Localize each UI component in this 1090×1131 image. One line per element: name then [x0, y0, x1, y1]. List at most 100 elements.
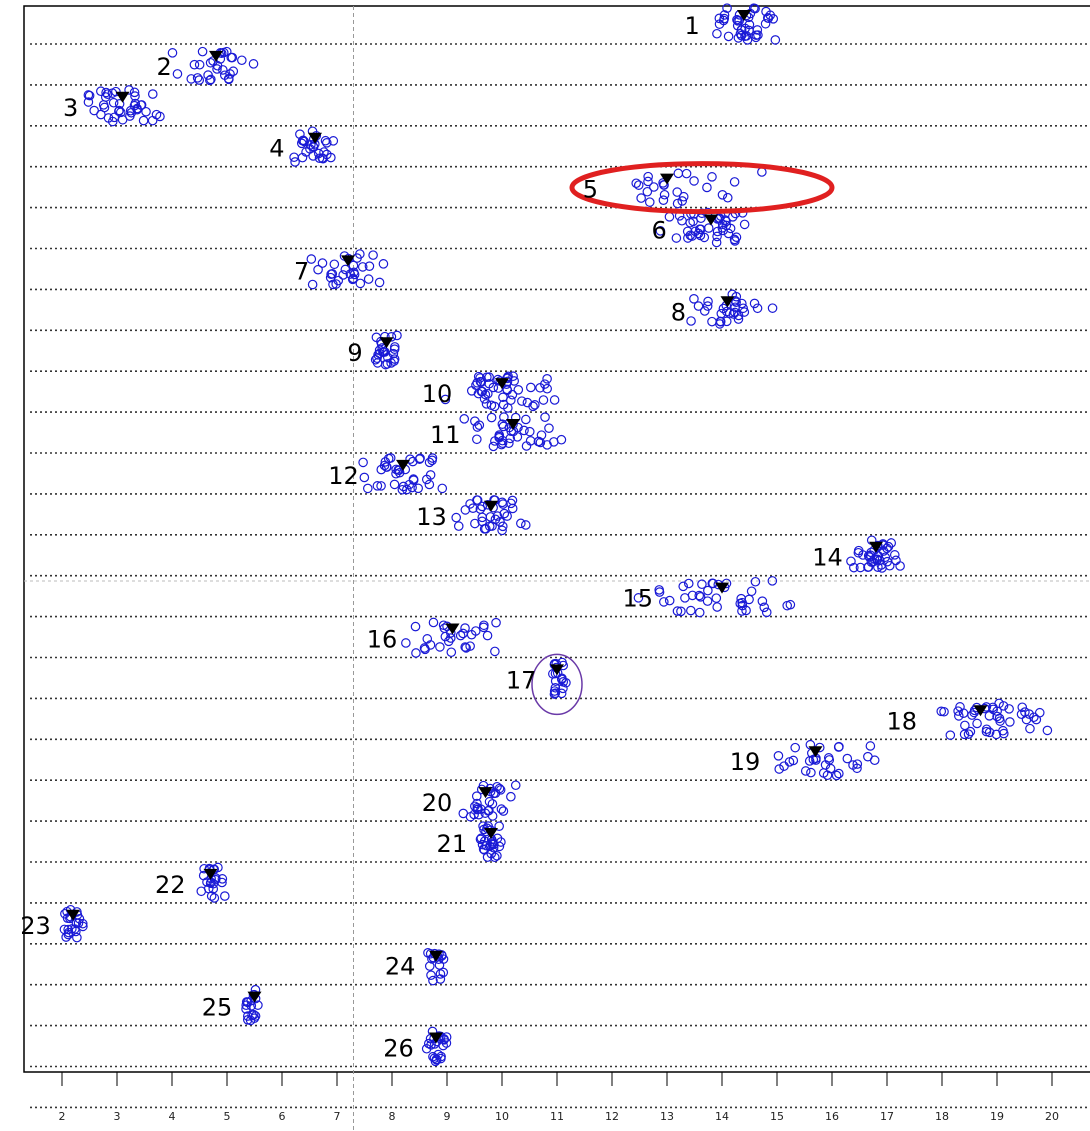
- data-point: [479, 620, 489, 631]
- row-label-19: 19: [730, 748, 761, 776]
- data-point: [683, 578, 694, 589]
- data-point: [729, 177, 740, 187]
- data-point: [459, 414, 470, 424]
- data-point: [958, 708, 969, 719]
- data-point: [981, 724, 992, 735]
- data-point: [328, 279, 338, 290]
- x-tick-label: 12: [605, 1110, 619, 1123]
- data-point: [736, 25, 747, 35]
- data-point: [389, 479, 400, 490]
- data-point: [440, 631, 451, 642]
- data-point: [498, 392, 508, 403]
- data-point: [67, 924, 77, 934]
- data-point: [492, 511, 503, 521]
- data-point: [340, 264, 351, 275]
- data-point: [362, 483, 373, 494]
- data-point: [376, 464, 387, 475]
- x-tick-label: 14: [715, 1110, 729, 1123]
- data-point: [761, 6, 771, 17]
- data-point: [677, 196, 688, 206]
- data-point: [427, 453, 438, 463]
- data-point: [477, 501, 488, 512]
- data-point: [482, 630, 493, 641]
- data-point: [478, 844, 489, 854]
- data-point: [213, 862, 223, 873]
- data-point: [676, 606, 686, 617]
- data-point: [141, 106, 151, 117]
- row-label-7: 7: [294, 257, 309, 285]
- median-marker: [495, 378, 509, 390]
- data-point: [196, 886, 207, 897]
- data-point: [497, 435, 508, 446]
- data-point: [486, 412, 497, 423]
- data-point: [138, 115, 149, 126]
- data-point: [694, 607, 705, 618]
- data-point: [71, 918, 82, 928]
- data-point: [472, 377, 482, 388]
- data-point: [737, 606, 747, 616]
- row-label-5: 5: [583, 176, 598, 204]
- data-point: [774, 764, 785, 774]
- x-tick-label: 3: [114, 1110, 121, 1123]
- data-point: [703, 223, 714, 233]
- x-tick-label: 2: [59, 1110, 66, 1123]
- data-point: [953, 711, 964, 721]
- row-label-14: 14: [812, 544, 843, 572]
- row-label-20: 20: [422, 789, 453, 817]
- data-point: [507, 503, 518, 514]
- data-point: [540, 412, 550, 422]
- median-marker: [379, 337, 394, 349]
- data-point: [998, 725, 1008, 736]
- data-point: [327, 269, 338, 279]
- data-point: [707, 172, 717, 182]
- data-point: [194, 59, 205, 70]
- median-marker: [720, 296, 735, 308]
- data-point: [953, 706, 963, 716]
- data-point: [542, 383, 552, 394]
- data-point: [425, 470, 436, 480]
- x-tick-label: 18: [935, 1110, 949, 1123]
- data-point: [237, 55, 247, 66]
- data-point: [681, 168, 692, 179]
- data-point: [542, 374, 552, 384]
- data-point: [883, 541, 894, 552]
- data-point: [631, 178, 642, 189]
- data-point: [788, 755, 799, 766]
- row-label-25: 25: [202, 994, 233, 1022]
- data-point: [761, 607, 772, 618]
- data-point: [852, 759, 863, 769]
- data-point: [644, 197, 655, 207]
- data-point: [108, 97, 119, 108]
- data-point: [672, 187, 683, 197]
- data-point: [735, 28, 746, 39]
- data-point: [477, 386, 488, 397]
- x-tick-label: 19: [990, 1110, 1004, 1123]
- data-point: [405, 454, 415, 464]
- data-point: [460, 623, 470, 633]
- data-point: [866, 547, 876, 558]
- data-point: [480, 389, 491, 400]
- data-point: [721, 306, 732, 317]
- x-tick-label: 8: [389, 1110, 396, 1123]
- data-point: [865, 741, 876, 751]
- data-point: [533, 436, 544, 447]
- data-point: [849, 562, 859, 573]
- data-point: [466, 629, 477, 640]
- data-point: [385, 453, 396, 463]
- data-point: [689, 294, 699, 304]
- data-point: [633, 593, 644, 603]
- data-point: [470, 801, 480, 812]
- data-point: [945, 730, 956, 740]
- data-point: [428, 975, 438, 986]
- data-point: [694, 590, 705, 601]
- data-point: [460, 642, 470, 652]
- data-point: [374, 277, 385, 288]
- data-point: [508, 371, 518, 382]
- data-point: [495, 785, 506, 795]
- data-point: [1020, 707, 1030, 717]
- data-point: [136, 100, 146, 110]
- data-point: [1005, 717, 1015, 727]
- data-point: [306, 254, 317, 264]
- data-point: [711, 237, 722, 248]
